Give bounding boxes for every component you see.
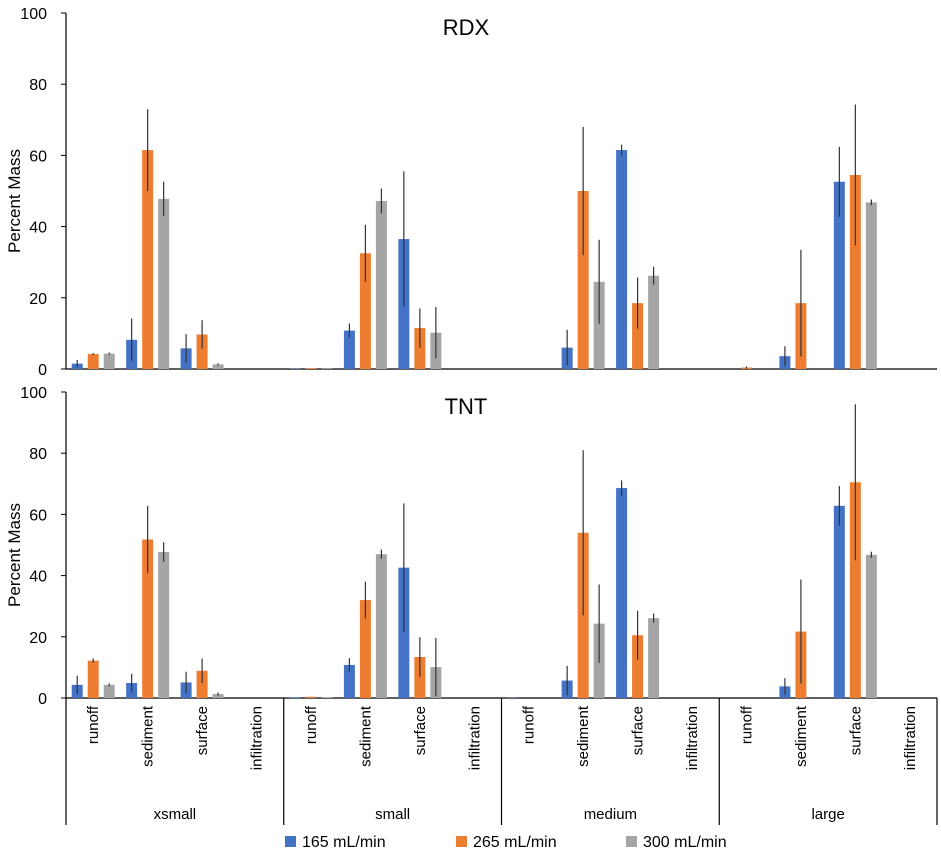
category-axis: runoff sediment surface infiltration xsmall r… <box>65 698 938 825</box>
panel-tnt: 0 20 40 60 80 100 Percent Mass TNT <box>5 385 937 708</box>
bar-large-surface-s2 <box>849 174 861 369</box>
bar-small-sediment-s1 <box>343 664 355 698</box>
bar-small-runoff-s2 <box>305 368 317 369</box>
category-label: surface <box>847 706 864 755</box>
category-label: sediment <box>575 705 592 767</box>
y-tick-label: 60 <box>29 148 47 165</box>
legend-swatch-s2 <box>456 836 467 847</box>
legend-swatch-s1 <box>285 836 296 847</box>
bar-xsmall-surface-s3 <box>212 364 224 369</box>
category-label: sediment <box>140 705 157 767</box>
bar-medium-sediment-s2 <box>577 191 589 369</box>
bar-xsmall-sediment-s3 <box>158 198 170 369</box>
bar-large-surface-s3 <box>865 554 877 698</box>
category-label: runoff <box>303 705 320 744</box>
group-label: xsmall <box>154 806 197 823</box>
panel-rdx: 0 20 40 60 80 100 Percent Mass RDX <box>5 6 937 379</box>
y-tick-label: 20 <box>29 630 47 647</box>
bar-xsmall-runoff-s3 <box>103 353 115 369</box>
category-label: runoff <box>85 705 102 744</box>
bar-medium-surface-s2 <box>632 303 644 369</box>
bar-medium-surface-s1 <box>616 488 628 698</box>
y-tick-label: 20 <box>29 291 47 308</box>
y-tick-label: 40 <box>29 569 47 586</box>
bar-xsmall-sediment-s3 <box>158 552 170 698</box>
bar-medium-surface-s3 <box>648 275 660 369</box>
category-label: infiltration <box>466 706 483 770</box>
group-label: large <box>811 806 844 823</box>
bar-small-sediment-s1 <box>343 330 355 369</box>
panel-title: RDX <box>443 15 490 40</box>
bar-small-sediment-s3 <box>375 554 387 698</box>
bar-xsmall-runoff-s2 <box>87 660 99 698</box>
category-label: infiltration <box>684 706 701 770</box>
bar-small-runoff-s1 <box>289 697 301 698</box>
bar-xsmall-surface-s3 <box>212 694 224 698</box>
bar-large-surface-s3 <box>865 202 877 369</box>
bar-xsmall-sediment-s2 <box>142 539 154 698</box>
legend-label-s3: 300 mL/min <box>643 834 727 851</box>
y-tick-label: 40 <box>29 220 47 237</box>
bar-medium-sediment-s3 <box>593 281 605 369</box>
bar-large-surface-s1 <box>833 181 845 369</box>
y-tick-label: 80 <box>29 77 47 94</box>
bar-medium-surface-s3 <box>648 618 660 698</box>
y-tick-label: 100 <box>20 6 47 23</box>
category-label: surface <box>630 706 647 755</box>
y-tick-label: 100 <box>20 385 47 402</box>
y-tick-label: 60 <box>29 507 47 524</box>
legend-label-s1: 165 mL/min <box>302 834 386 851</box>
bar-xsmall-surface-s2 <box>196 334 208 369</box>
category-label: infiltration <box>249 706 266 770</box>
bar-xsmall-sediment-s2 <box>142 150 154 369</box>
bar-large-surface-s1 <box>833 505 845 698</box>
bar-small-runoff-s3 <box>321 697 333 698</box>
bar-small-sediment-s3 <box>375 200 387 369</box>
y-tick-label: 80 <box>29 446 47 463</box>
bar-large-surface-s2 <box>849 482 861 698</box>
category-label: surface <box>194 706 211 755</box>
bar-small-surface-s2 <box>414 656 426 698</box>
legend: 165 mL/min 265 mL/min 300 mL/min <box>285 834 727 851</box>
bar-small-surface-s2 <box>414 328 426 369</box>
category-label: runoff <box>521 705 538 744</box>
bar-medium-surface-s2 <box>632 635 644 698</box>
legend-swatch-s3 <box>626 836 637 847</box>
category-label: surface <box>412 706 429 755</box>
y-tick-label: 0 <box>38 362 47 379</box>
chart-panels: 0 20 40 60 80 100 Percent Mass RDX 0 20 40 60 80 100 P… <box>5 6 937 708</box>
bar-xsmall-runoff-s2 <box>87 354 99 369</box>
y-tick-label: 0 <box>38 691 47 708</box>
category-label: infiltration <box>902 706 919 770</box>
group-label: small <box>375 806 410 823</box>
bar-small-surface-s1 <box>398 567 410 698</box>
legend-label-s2: 265 mL/min <box>473 834 557 851</box>
y-axis-title: Percent Mass <box>5 149 24 253</box>
bar-xsmall-runoff-s3 <box>103 684 115 698</box>
bar-xsmall-surface-s2 <box>196 670 208 698</box>
group-label: medium <box>584 806 637 823</box>
category-label: sediment <box>793 705 810 767</box>
bar-small-runoff-s2 <box>305 696 317 698</box>
panel-title: TNT <box>445 394 488 419</box>
bar-medium-surface-s1 <box>616 150 628 369</box>
category-label: runoff <box>738 705 755 744</box>
bar-small-sediment-s2 <box>359 600 371 698</box>
category-label: sediment <box>357 705 374 767</box>
bar-small-sediment-s2 <box>359 253 371 369</box>
y-axis-title: Percent Mass <box>5 503 24 607</box>
